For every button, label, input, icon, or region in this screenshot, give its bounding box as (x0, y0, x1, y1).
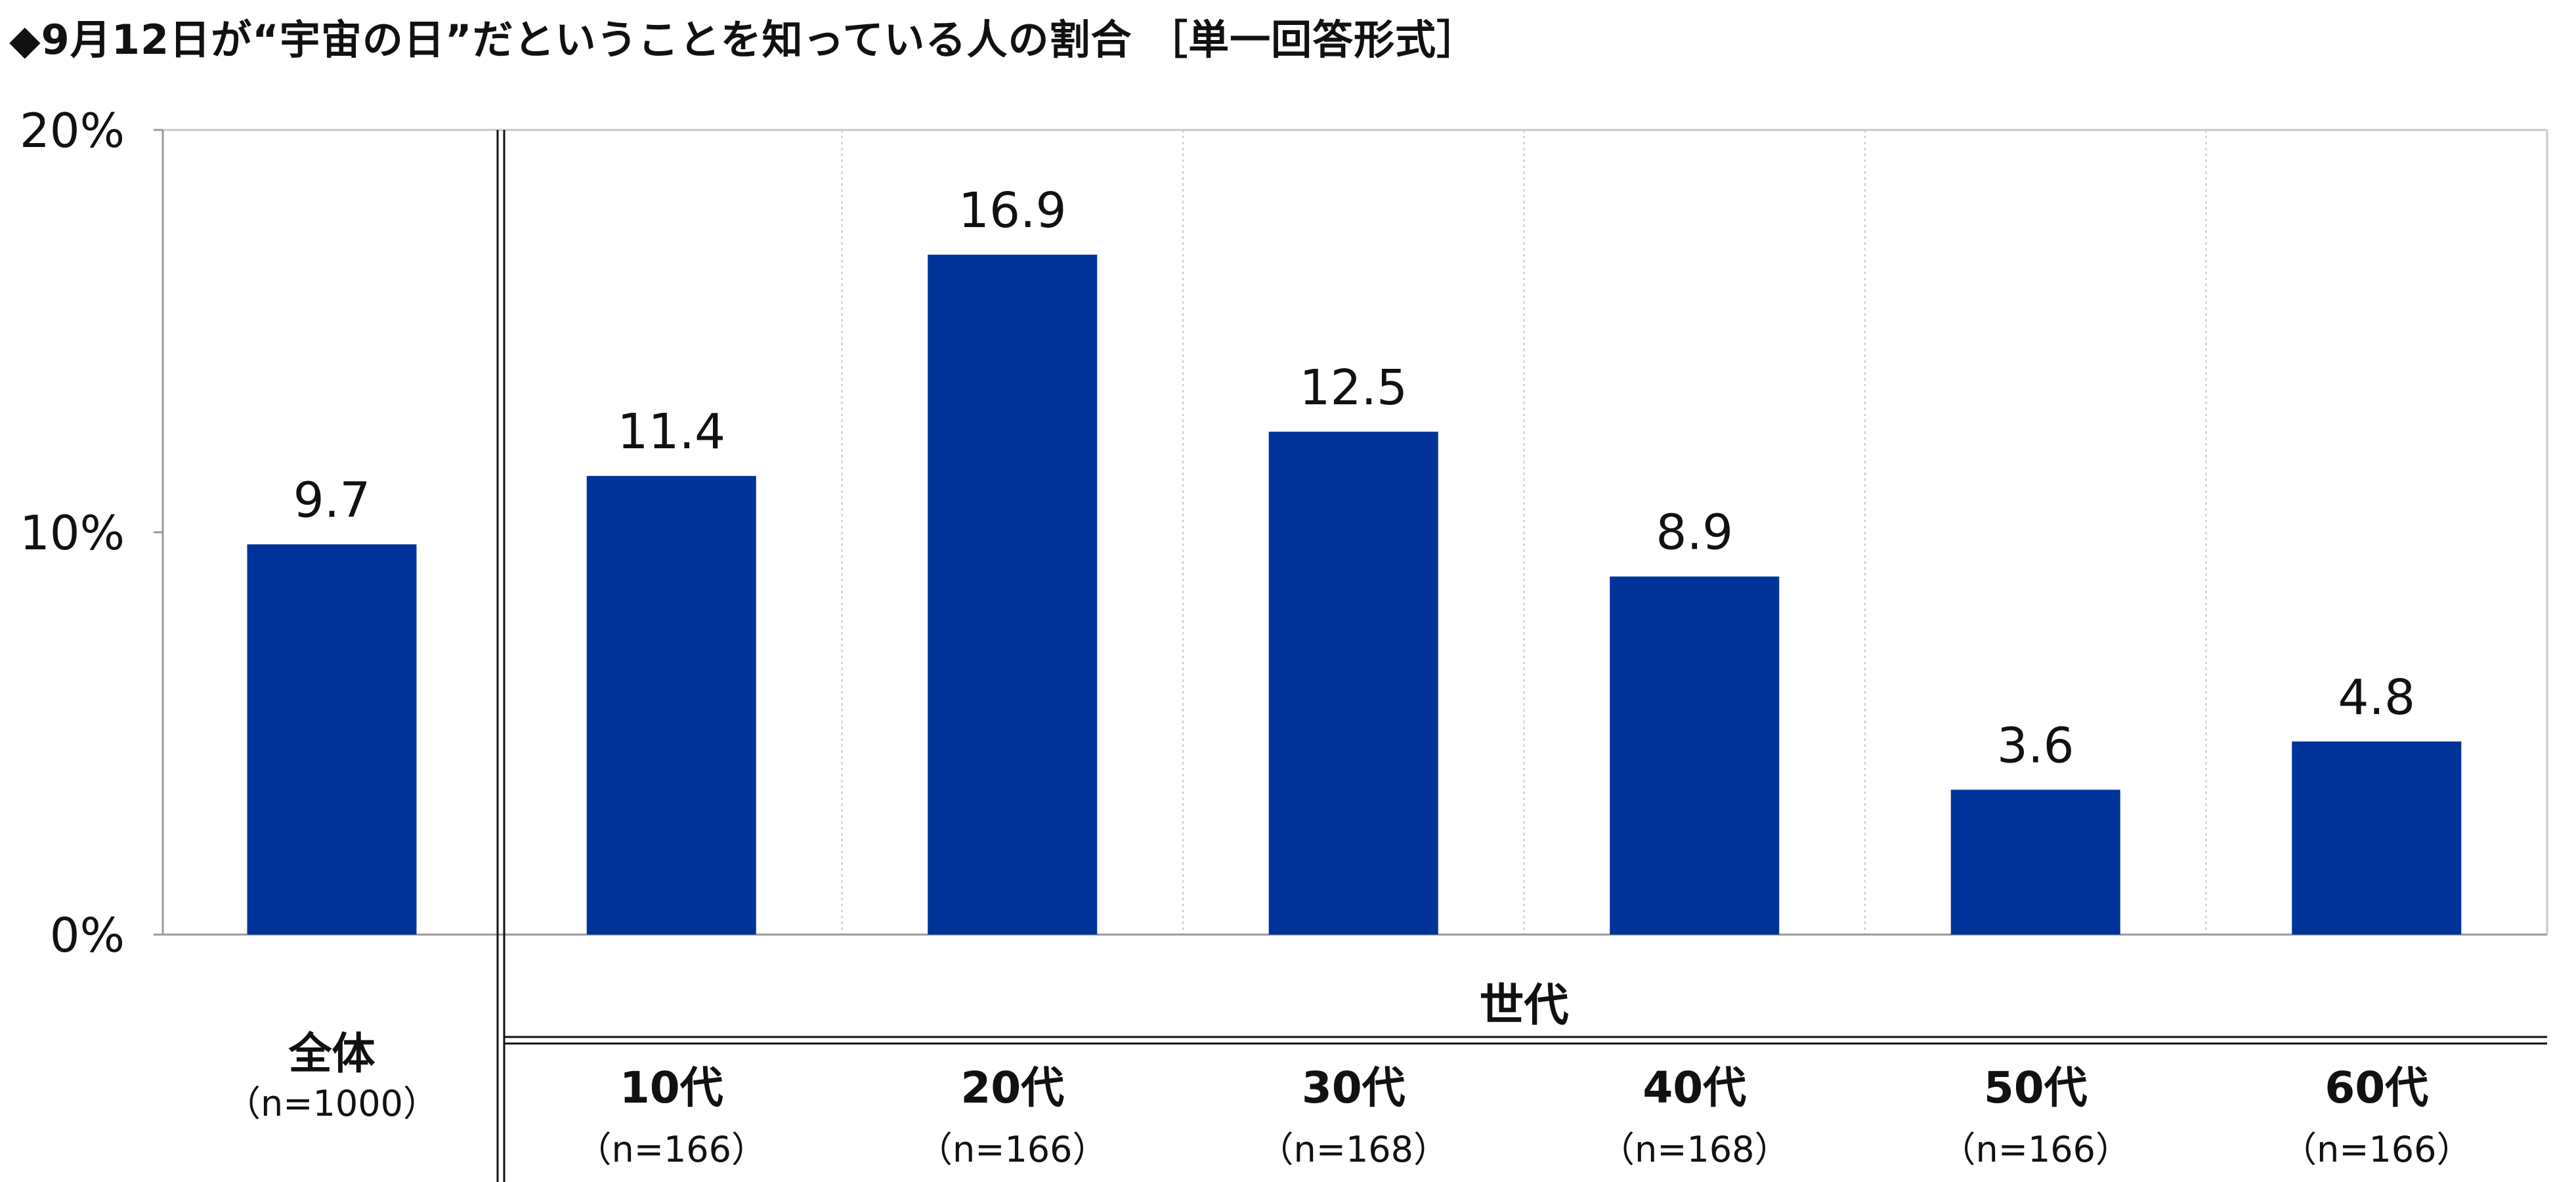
y-tick-label: 0% (50, 908, 125, 963)
x-tick-label: 20代 (960, 1063, 1064, 1113)
x-tick-label: 10代 (620, 1063, 723, 1113)
data-label: 11.4 (617, 404, 725, 460)
data-label: 16.9 (958, 182, 1067, 239)
y-tick-label: 10% (20, 505, 125, 560)
x-group-label: 世代 (1479, 980, 1568, 1032)
bar (586, 476, 756, 935)
bar (1610, 576, 1780, 935)
sample-size-label: （n=166） (917, 1129, 1108, 1170)
sample-size-label: （n=1000） (225, 1083, 439, 1124)
sample-size-label: （n=168） (1599, 1129, 1790, 1170)
data-label: 4.8 (2338, 669, 2415, 726)
chart-title: ◆9月12日が“宇宙の日”だということを知っている人の割合 ［単一回答形式］ (9, 16, 1478, 64)
y-tick-label: 20% (20, 103, 125, 158)
sample-size-label: （n=166） (2281, 1129, 2472, 1170)
data-label: 8.9 (1656, 504, 1733, 560)
x-tick-label: 60代 (2325, 1063, 2428, 1113)
x-tick-label: 40代 (1642, 1063, 1746, 1113)
data-label: 12.5 (1299, 360, 1407, 416)
bar (1950, 790, 2120, 935)
sample-size-label: （n=166） (576, 1129, 767, 1170)
data-label: 9.7 (293, 472, 371, 528)
bar (2292, 741, 2462, 935)
sample-size-label: （n=166） (1940, 1129, 2131, 1170)
bar (928, 255, 1098, 935)
data-label: 3.6 (1997, 717, 2074, 774)
bar (247, 544, 417, 935)
bar (1268, 431, 1438, 935)
x-tick-label: 50代 (1984, 1063, 2088, 1113)
x-tick-label: 30代 (1302, 1063, 1406, 1113)
sample-size-label: （n=168） (1258, 1129, 1449, 1170)
x-tick-label: 全体 (288, 1028, 376, 1079)
